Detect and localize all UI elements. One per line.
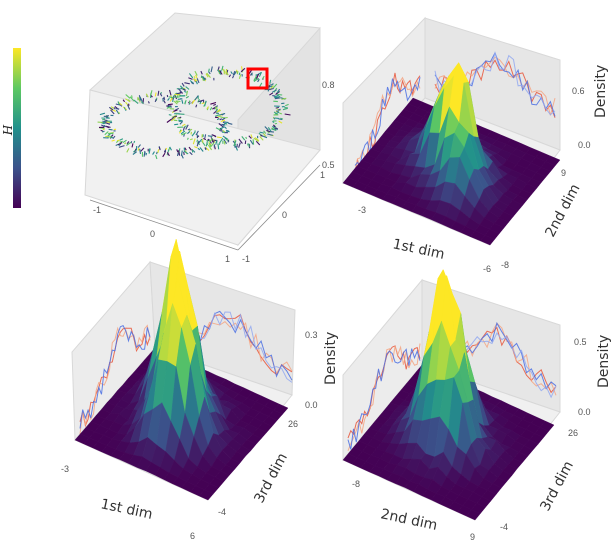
x-axis-label: 1st dim <box>99 496 154 523</box>
trajectory-segment <box>116 108 119 109</box>
y-tick-label: -4 <box>218 507 226 517</box>
trajectory-segment <box>239 73 240 75</box>
z-tick-label: 0.5 <box>322 160 335 170</box>
trajectory-segment <box>227 139 228 141</box>
trajectory-segment <box>168 104 173 105</box>
trajectory-segment <box>177 93 182 94</box>
trajectory-segment <box>138 98 139 100</box>
colorbar-label: H <box>1 124 15 136</box>
x-tick-label: 1 <box>225 254 230 264</box>
trajectory-segment <box>276 111 278 112</box>
x-tick-label: -3 <box>61 464 69 474</box>
trajectory-segment <box>101 130 103 131</box>
trajectory-segment <box>169 115 172 116</box>
x-tick-label: 6 <box>190 531 195 541</box>
y-tick-label: -4 <box>500 522 508 532</box>
z-tick-label: 0.5 <box>574 337 587 347</box>
trajectory-segment <box>180 99 182 100</box>
x-tick-label: -8 <box>352 479 360 489</box>
trajectory-segment <box>217 137 222 138</box>
trajectory-segment <box>202 103 205 104</box>
x-axis-label: 1st dim <box>391 236 446 263</box>
y-axis-label: 2nd dim <box>542 182 583 240</box>
trajectory-segment <box>275 123 277 124</box>
trajectory-segment <box>164 98 165 100</box>
y-tick-label: -1 <box>242 254 250 264</box>
trajectory-segment <box>185 101 186 104</box>
y-tick-label: 26 <box>568 428 578 438</box>
trajectory-segment <box>109 129 113 130</box>
trajectory-segment <box>134 141 135 143</box>
trajectory-segment <box>157 152 158 154</box>
trajectory-segment <box>178 120 182 121</box>
trajectory-segment <box>175 94 181 95</box>
panel-density-1st-2nd: -3 -6 -8 9 0.6 0.0 1st dim 2nd dim Densi… <box>343 18 609 274</box>
trajectory-segment <box>179 148 180 151</box>
trajectory-segment <box>208 136 213 137</box>
colorbar: H <box>1 48 21 208</box>
trajectory-segment <box>146 153 147 155</box>
trajectory-segment <box>191 132 192 135</box>
x-tick-label: -1 <box>93 205 101 215</box>
x-tick-label: 0 <box>150 229 155 239</box>
x-axis-label: 2nd dim <box>379 506 439 534</box>
z-tick-label: 0.3 <box>305 330 318 340</box>
trajectory-segment <box>108 133 114 134</box>
trajectory-segment <box>272 96 275 97</box>
trajectory-segment <box>218 116 220 117</box>
trajectory-segment <box>138 148 139 151</box>
x-tick-label: -6 <box>483 264 491 274</box>
z-tick-label: 0.0 <box>305 400 318 410</box>
y-tick-label: 26 <box>288 419 298 429</box>
trajectory-segment <box>190 139 193 140</box>
trajectory-segment <box>197 140 198 142</box>
trajectory-segment <box>188 138 189 140</box>
y-axis-label: 3rd dim <box>537 459 577 514</box>
trajectory-segment <box>184 152 185 155</box>
z-axis-label: Density <box>596 335 612 388</box>
trajectory-segment <box>103 129 105 130</box>
panel-density-1st-3rd: -3 6 -4 26 0.3 0.0 1st dim 3rd dim Densi… <box>61 239 339 541</box>
trajectory-segment <box>224 141 225 145</box>
y-tick-label: 0 <box>282 210 287 220</box>
trajectory-segment <box>279 113 282 114</box>
trajectory-segment <box>132 95 133 98</box>
z-tick-label: 0.0 <box>578 407 591 417</box>
x-tick-label: -3 <box>358 205 366 215</box>
trajectory-segment <box>174 124 178 125</box>
trajectory-segment <box>131 141 132 143</box>
trajectory-segment <box>219 131 222 132</box>
trajectory-segment <box>278 119 282 120</box>
trajectory-segment <box>209 69 210 73</box>
z-axis-label: Density <box>323 332 339 385</box>
trajectory-segment <box>155 93 156 97</box>
z-axis-label: Density <box>593 65 609 118</box>
z-tick-label: 0.8 <box>322 80 335 90</box>
y-tick-label: -8 <box>501 260 509 270</box>
trajectory-segment <box>254 79 255 82</box>
trajectory-segment <box>205 134 206 138</box>
y-tick-label: 1 <box>320 170 325 180</box>
trajectory-segment <box>179 111 181 112</box>
trajectory-segment <box>276 107 279 108</box>
z-tick-label: 0.0 <box>578 140 591 150</box>
panel-density-2nd-3rd: -8 9 -4 26 0.5 0.0 2nd dim 3rd dim Densi… <box>343 270 612 542</box>
trajectory-segment <box>228 140 229 143</box>
trajectory-segment <box>104 120 107 121</box>
panel-trajectory: -1 0 1 -1 0 1 0.8 0.5 <box>85 13 335 264</box>
trajectory-segment <box>178 118 181 119</box>
trajectory-segment <box>200 102 201 104</box>
y-axis-label: 3rd dim <box>251 451 291 506</box>
trajectory-segment <box>117 140 120 141</box>
trajectory-segment <box>223 122 225 123</box>
y-tick-label: 9 <box>561 168 566 178</box>
z-tick-label: 0.6 <box>572 86 585 96</box>
x-tick-label: 9 <box>470 532 475 542</box>
